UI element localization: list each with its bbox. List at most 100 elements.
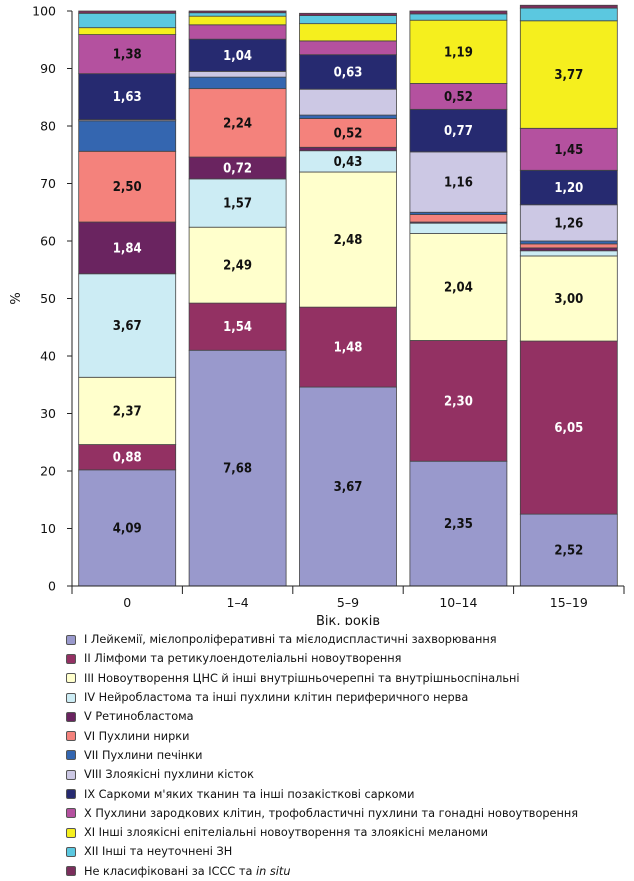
- bar-segment: [409, 214, 508, 223]
- data-label: 1,38: [113, 48, 142, 63]
- data-label: 2,30: [444, 394, 473, 409]
- bar-segment: [409, 108, 508, 153]
- bar-segment: [188, 10, 287, 14]
- bar-segment: [188, 88, 287, 158]
- data-label: 1,45: [554, 143, 583, 158]
- legend-label: Не класифіковані за ICCC та in situ: [84, 864, 291, 878]
- legend-swatch: [66, 846, 76, 857]
- data-label: 0,77: [444, 124, 473, 139]
- data-label: 0,43: [334, 155, 363, 170]
- bar-segment: [299, 88, 397, 116]
- legend-swatch: [66, 866, 76, 877]
- bar-segment: [78, 469, 177, 587]
- bar-segment: [78, 120, 177, 152]
- bar-segment: [299, 171, 397, 308]
- y-tick-label: 0: [48, 579, 56, 594]
- legend-label: II Лімфоми та ретикулоендотеліальні ново…: [84, 652, 402, 666]
- legend-item: IV Нейробластома та інші пухлини клітин …: [66, 688, 626, 707]
- chart-legend: I Лейкемії, мієлопроліферативні та мієло…: [66, 630, 626, 881]
- axes-layer: 0 10 20 30 40 50 60 70 80 90 100 0 1–4 5–9 10–14 15–19: [32, 4, 625, 610]
- x-tick-label: 1–4: [227, 595, 249, 610]
- legend-swatch: [66, 789, 76, 800]
- bar-segment: [78, 34, 177, 75]
- data-label: 2,04: [444, 281, 473, 296]
- legend-label: IV Нейробластома та інші пухлини клітин …: [84, 691, 469, 705]
- data-label: 0,88: [113, 451, 142, 466]
- y-tick-label: 50: [40, 291, 56, 306]
- data-label: 3,00: [554, 292, 583, 307]
- legend-label: XI Інші злоякісні епітеліальні новоутвор…: [84, 826, 489, 840]
- legend-item: X Пухлини зародкових клітин, трофобласти…: [66, 804, 626, 823]
- data-label: 0,63: [334, 65, 363, 80]
- legend-label: I Лейкемії, мієлопроліферативні та мієло…: [84, 633, 497, 647]
- data-label: 1,84: [113, 241, 142, 256]
- bar-segment: [299, 114, 397, 119]
- data-label: 1,19: [444, 45, 473, 60]
- legend-label: VIII Злоякісні пухлини кісток: [84, 768, 254, 782]
- data-label: 1,54: [223, 320, 252, 335]
- bar-segment: [188, 226, 287, 304]
- bar-segment: [78, 12, 177, 29]
- bar-segment: [299, 146, 397, 152]
- y-tick-label: 10: [40, 521, 56, 536]
- bar-segment: [519, 243, 618, 249]
- bar-segment: [299, 118, 397, 148]
- bar-segment: [519, 247, 618, 252]
- legend-item: VII Пухлини печінки: [66, 746, 626, 765]
- data-label: 2,35: [444, 517, 473, 532]
- legend-label: X Пухлини зародкових клітин, трофобласти…: [84, 806, 579, 820]
- legend-swatch: [66, 769, 76, 780]
- bar-segment: [519, 7, 618, 22]
- data-label: 3,67: [113, 319, 142, 334]
- legend-swatch: [66, 808, 76, 819]
- x-tick-label: 10–14: [439, 595, 477, 610]
- legend-swatch: [66, 750, 76, 761]
- data-label: 1,48: [334, 341, 363, 356]
- legend-label: V Ретинобластома: [84, 710, 194, 724]
- bar-segment: [519, 4, 618, 9]
- bar-segment: [188, 349, 287, 587]
- bar-segment: [78, 444, 177, 471]
- legend-item: VI Пухлини нирки: [66, 726, 626, 745]
- legend-item: XI Інші злоякісні епітеліальні новоутвор…: [66, 823, 626, 842]
- legend-item: III Новоутворення ЦНС й інші внутрішньоч…: [66, 669, 626, 688]
- data-label: 3,77: [554, 68, 583, 83]
- bar-segment: [409, 13, 508, 21]
- y-tick-label: 100: [32, 4, 56, 19]
- bar-segment: [519, 250, 618, 257]
- y-tick-label: 40: [40, 349, 56, 364]
- bar-segment: [78, 27, 177, 35]
- data-label: 2,24: [223, 116, 252, 131]
- bars-layer: [78, 4, 618, 587]
- legend-swatch: [66, 634, 76, 645]
- y-tick-label: 90: [40, 61, 56, 76]
- bar-segment: [299, 40, 397, 56]
- data-label: 0,72: [223, 161, 252, 176]
- legend-swatch: [66, 692, 76, 703]
- y-axis-title: %: [9, 292, 24, 304]
- bar-segment: [519, 127, 618, 171]
- data-label: 2,48: [334, 233, 363, 248]
- data-label: 1,63: [113, 90, 142, 105]
- legend-swatch: [66, 827, 76, 838]
- legend-item: II Лімфоми та ретикулоендотеліальні ново…: [66, 649, 626, 668]
- y-tick-label: 80: [40, 119, 56, 134]
- bar-segment: [409, 340, 508, 462]
- legend-swatch: [66, 711, 76, 722]
- data-label: 1,20: [554, 181, 583, 196]
- bar-segment: [409, 10, 508, 15]
- legend-label: IX Саркоми м'яких тканин та інші позакіс…: [84, 787, 415, 801]
- data-label: 3,67: [334, 480, 363, 495]
- bar-segment: [188, 76, 287, 90]
- legend-swatch: [66, 653, 76, 664]
- bar-segment: [299, 15, 397, 25]
- bar-segment: [188, 70, 287, 78]
- legend-swatch: [66, 731, 76, 742]
- legend-label: VII Пухлини печінки: [84, 748, 203, 762]
- x-tick-label: 0: [123, 595, 131, 610]
- legend-label: III Новоутворення ЦНС й інші внутрішньоч…: [84, 671, 520, 685]
- data-label: 2,52: [554, 544, 583, 559]
- x-tick-label: 5–9: [337, 595, 359, 610]
- data-label: 2,37: [113, 404, 142, 419]
- bar-segment: [188, 178, 287, 228]
